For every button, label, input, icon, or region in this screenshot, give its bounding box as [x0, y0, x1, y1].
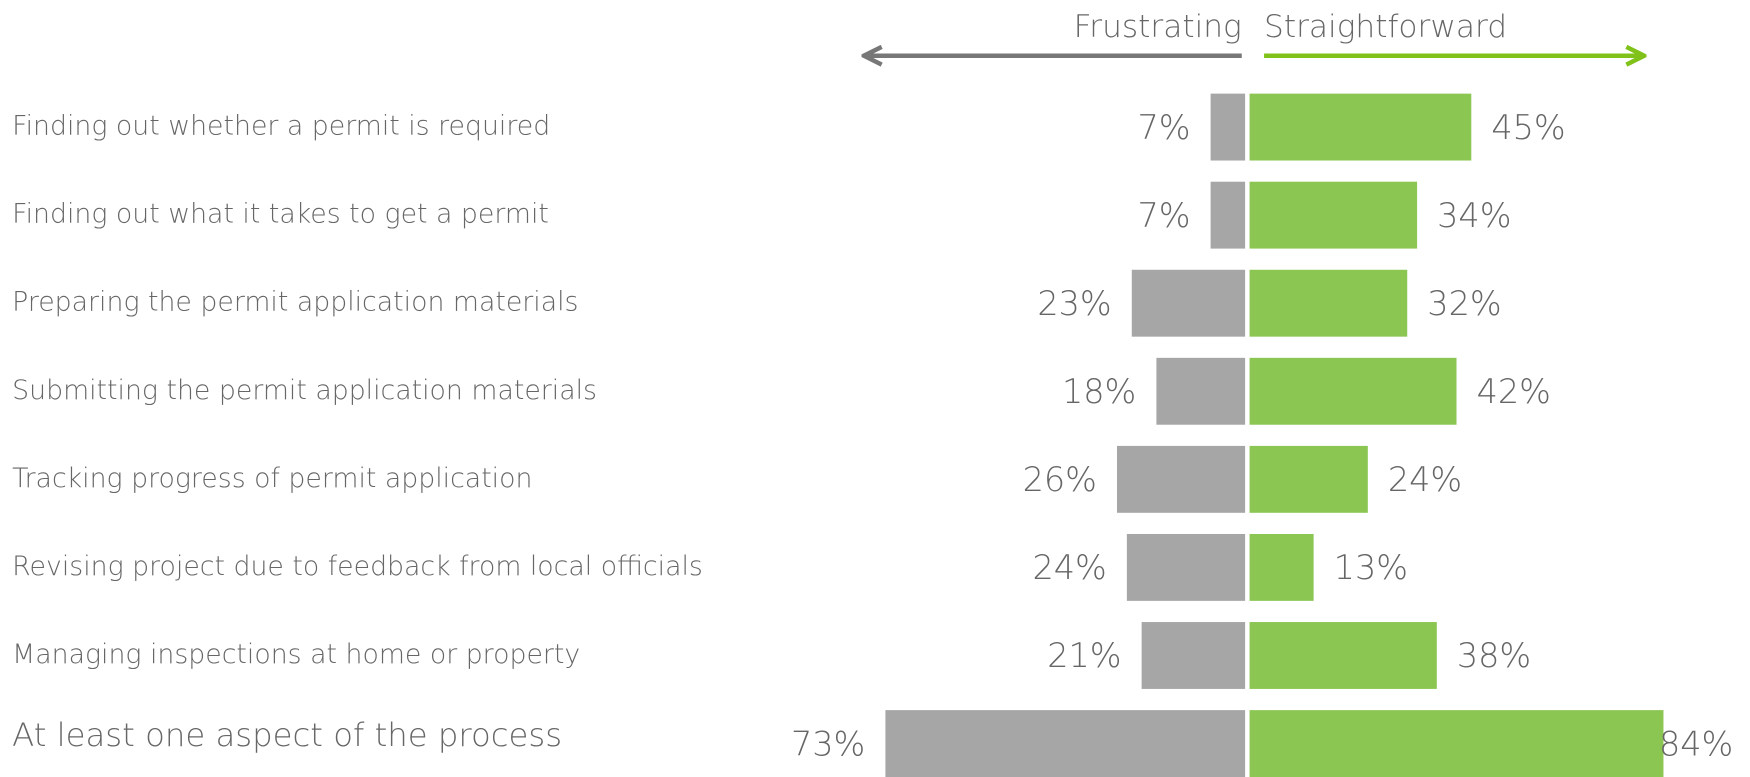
value-label: 24% [1032, 548, 1106, 587]
value-label: 18% [1062, 372, 1136, 411]
bar [885, 710, 1246, 777]
value-label: 26% [1023, 460, 1097, 499]
value-label: 32% [1427, 284, 1501, 323]
bar [1141, 622, 1246, 689]
bar [1249, 710, 1664, 777]
category-label: Submitting the permit application materi… [12, 375, 597, 406]
category-label: Managing inspections at home or property [12, 639, 580, 670]
value-label: 23% [1037, 284, 1111, 323]
value-label: 38% [1457, 636, 1531, 675]
value-label: 7% [1138, 108, 1191, 147]
value-label: 7% [1138, 196, 1191, 235]
category-label: Finding out what it takes to get a permi… [12, 199, 549, 230]
bar [1249, 445, 1368, 513]
bar [1249, 181, 1418, 249]
value-label: 45% [1491, 108, 1565, 147]
bar [1249, 622, 1437, 689]
bar [1249, 93, 1472, 161]
value-label: 13% [1334, 548, 1408, 587]
category-label: Revising project due to feedback from lo… [12, 551, 703, 582]
value-label: 24% [1388, 460, 1462, 499]
bar [1249, 533, 1314, 601]
bar [1116, 445, 1246, 513]
legend-left: Frustrating [1074, 9, 1242, 45]
value-label: 21% [1047, 636, 1121, 675]
bar [1131, 269, 1246, 337]
category-label: At least one aspect of the process [12, 716, 562, 754]
value-label: 84% [1659, 724, 1733, 763]
category-label: Tracking progress of permit application [12, 463, 532, 494]
bar [1249, 357, 1457, 425]
bar [1156, 357, 1246, 425]
bar [1249, 269, 1408, 337]
legend-right: Straightforward [1264, 9, 1507, 45]
category-label: Preparing the permit application materia… [12, 287, 578, 318]
value-label: 34% [1437, 196, 1511, 235]
category-label: Finding out whether a permit is required [12, 111, 550, 142]
value-label: 42% [1477, 372, 1551, 411]
bar [1210, 93, 1246, 161]
bar [1210, 181, 1246, 249]
value-label: 73% [791, 724, 865, 763]
bar [1126, 533, 1246, 601]
